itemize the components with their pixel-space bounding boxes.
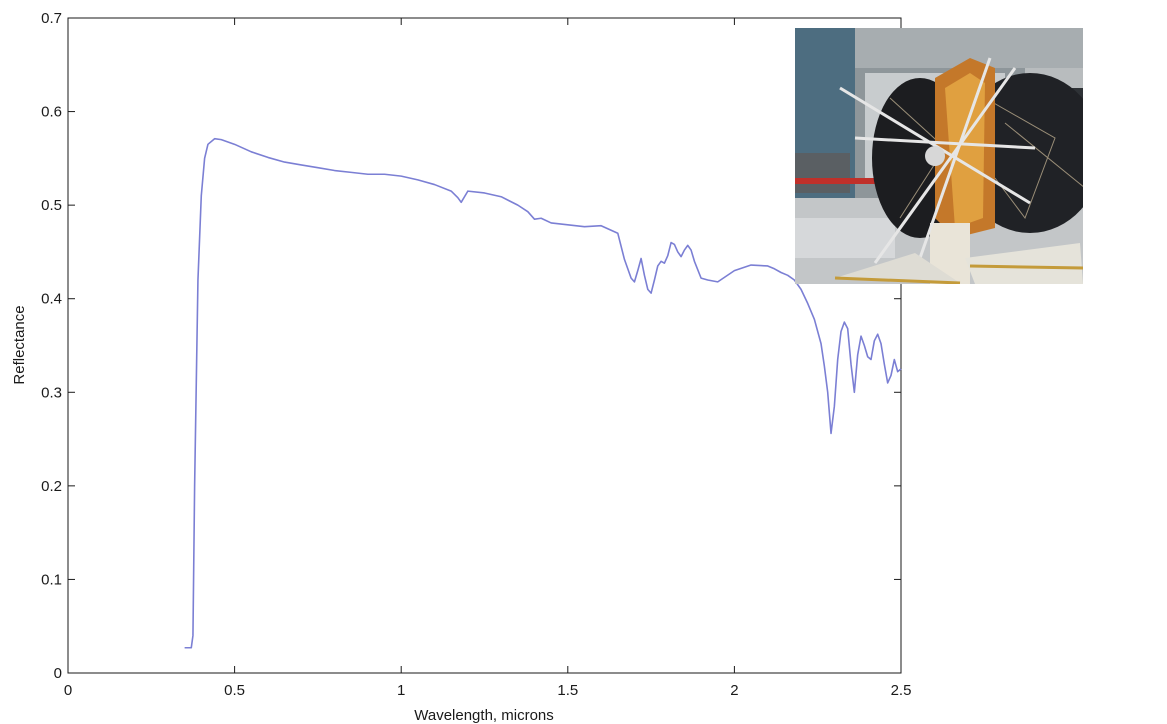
y-axis-title: Reflectance — [11, 305, 28, 384]
y-tick-label: 0.5 — [41, 197, 62, 214]
y-tick-label: 0.6 — [41, 104, 62, 121]
y-tick-label: 0.1 — [41, 571, 62, 588]
x-tick-label: 2.5 — [891, 682, 912, 699]
x-tick-label: 0.5 — [224, 682, 245, 699]
y-tick-label: 0 — [54, 665, 62, 682]
y-tick-label: 0.2 — [41, 478, 62, 495]
plot-frame — [67, 17, 902, 674]
x-tick-label: 1.5 — [557, 682, 578, 699]
spacecraft-photo — [795, 28, 1083, 284]
x-axis-title: Wavelength, microns — [414, 707, 554, 724]
x-tick-label: 1 — [397, 682, 405, 699]
y-tick-label: 0.3 — [41, 384, 62, 401]
x-tick-label: 2 — [730, 682, 738, 699]
y-tick-label: 0.7 — [41, 10, 62, 27]
y-tick-label: 0.4 — [41, 291, 62, 308]
reflectance-line — [184, 137, 902, 649]
x-tick-label: 0 — [64, 682, 72, 699]
x-axis: 0 0.5 1 1.5 2 2.5 — [64, 18, 912, 699]
